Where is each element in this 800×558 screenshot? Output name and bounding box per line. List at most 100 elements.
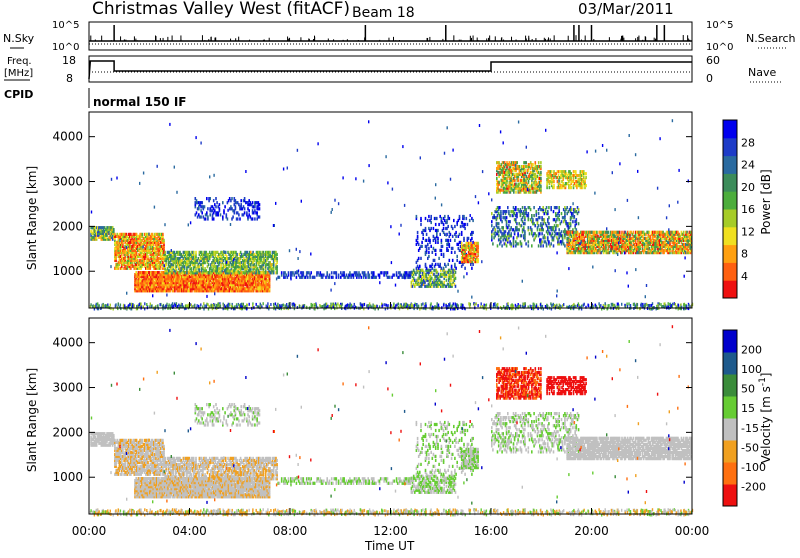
power-cell: [164, 251, 166, 254]
power-cell: [208, 263, 210, 266]
power-cell: [547, 210, 549, 213]
power-cell: [252, 201, 254, 204]
power-cell: [429, 239, 431, 242]
power-cell: [460, 225, 462, 228]
power-cell: [540, 177, 542, 180]
power-cell: [176, 269, 178, 272]
power-cell: [432, 267, 434, 270]
power-cell: [436, 217, 438, 220]
power-cell: [570, 186, 572, 189]
cpid-value: normal 150 IF: [93, 95, 187, 109]
power-cell: [498, 222, 500, 225]
power-cell: [428, 215, 430, 218]
power-cell: [469, 219, 471, 222]
power-cell: [430, 221, 432, 224]
power-cell: [497, 244, 499, 247]
power-cell: [336, 271, 338, 274]
power-cell: [516, 222, 518, 225]
nsky-frame: [89, 22, 692, 50]
power-cell: [528, 240, 530, 243]
power-cell: [416, 215, 418, 218]
power-cell: [201, 201, 203, 204]
power-cell: [310, 271, 312, 274]
power-cell: [558, 228, 560, 231]
power-cell: [427, 219, 429, 222]
power-cell: [500, 240, 502, 243]
power-cell: [343, 271, 345, 274]
power-cell: [303, 271, 305, 274]
cpid-label: CPID: [4, 88, 33, 101]
power-cell: [439, 233, 441, 236]
power-cell: [213, 217, 215, 220]
nave-tick-top: 60: [706, 54, 720, 67]
power-cell: [540, 185, 542, 188]
power-cell: [369, 274, 371, 277]
power-cell: [452, 259, 454, 262]
power-cell: [237, 217, 239, 220]
power-cell: [472, 231, 474, 234]
power-cell: [227, 217, 229, 220]
power-cell: [558, 206, 560, 209]
nsky-label: N.Sky: [3, 32, 35, 45]
nsky-tick-top: 10^5: [52, 20, 79, 31]
date-label: 03/Mar/2011: [578, 0, 674, 18]
power-cell: [531, 244, 533, 247]
power-cell: [430, 245, 432, 248]
power-cell: [548, 216, 550, 219]
power-cell: [246, 211, 248, 214]
power-cell: [422, 233, 424, 236]
power-cell: [513, 236, 515, 239]
power-cell: [207, 207, 209, 210]
power-cell: [455, 271, 457, 274]
power-cell: [323, 274, 325, 277]
power-cell: [248, 209, 250, 212]
power-cell: [553, 210, 555, 213]
power-cell: [444, 233, 446, 236]
power-cell: [437, 229, 439, 232]
power-cell: [463, 215, 465, 218]
power-cell: [449, 259, 451, 262]
power-cell: [571, 208, 573, 211]
power-cell: [244, 211, 246, 214]
power-cell: [240, 203, 242, 206]
power-cell: [521, 234, 523, 237]
power-cell: [578, 222, 580, 225]
nsearch-tick-top: 10^5: [706, 20, 733, 31]
power-cell: [420, 257, 422, 260]
power-cell: [443, 281, 445, 284]
power-cell: [421, 245, 423, 248]
power-cell: [548, 240, 550, 243]
power-cell: [498, 181, 500, 184]
power-cell: [375, 276, 377, 279]
power-cell: [396, 271, 398, 274]
power-cell: [506, 210, 508, 213]
power-cell: [331, 271, 333, 274]
power-cell: [288, 271, 290, 274]
power-cell: [209, 213, 211, 216]
power-cell: [419, 265, 421, 268]
power-cell: [219, 203, 221, 206]
power-cell: [417, 235, 419, 238]
power-cell: [524, 230, 526, 233]
power-cell: [501, 220, 503, 223]
freq-tick-top: 18: [62, 54, 76, 67]
power-cell: [499, 206, 501, 209]
power-cell: [326, 271, 328, 274]
power-cell: [547, 236, 549, 239]
power-cell: [466, 217, 468, 220]
power-cell: [585, 176, 587, 179]
power-cell: [454, 225, 456, 228]
power-cell: [531, 214, 533, 217]
power-cell: [553, 180, 555, 183]
nave-label: Nave: [748, 66, 776, 79]
power-cell: [206, 211, 208, 214]
power-cell: [566, 206, 568, 209]
power-cell: [439, 263, 441, 266]
power-cell: [464, 223, 466, 226]
power-cell: [434, 259, 436, 262]
power-cell: [576, 218, 578, 221]
power-cell: [516, 161, 518, 164]
power-cell: [207, 215, 209, 218]
power-cell: [430, 227, 432, 230]
